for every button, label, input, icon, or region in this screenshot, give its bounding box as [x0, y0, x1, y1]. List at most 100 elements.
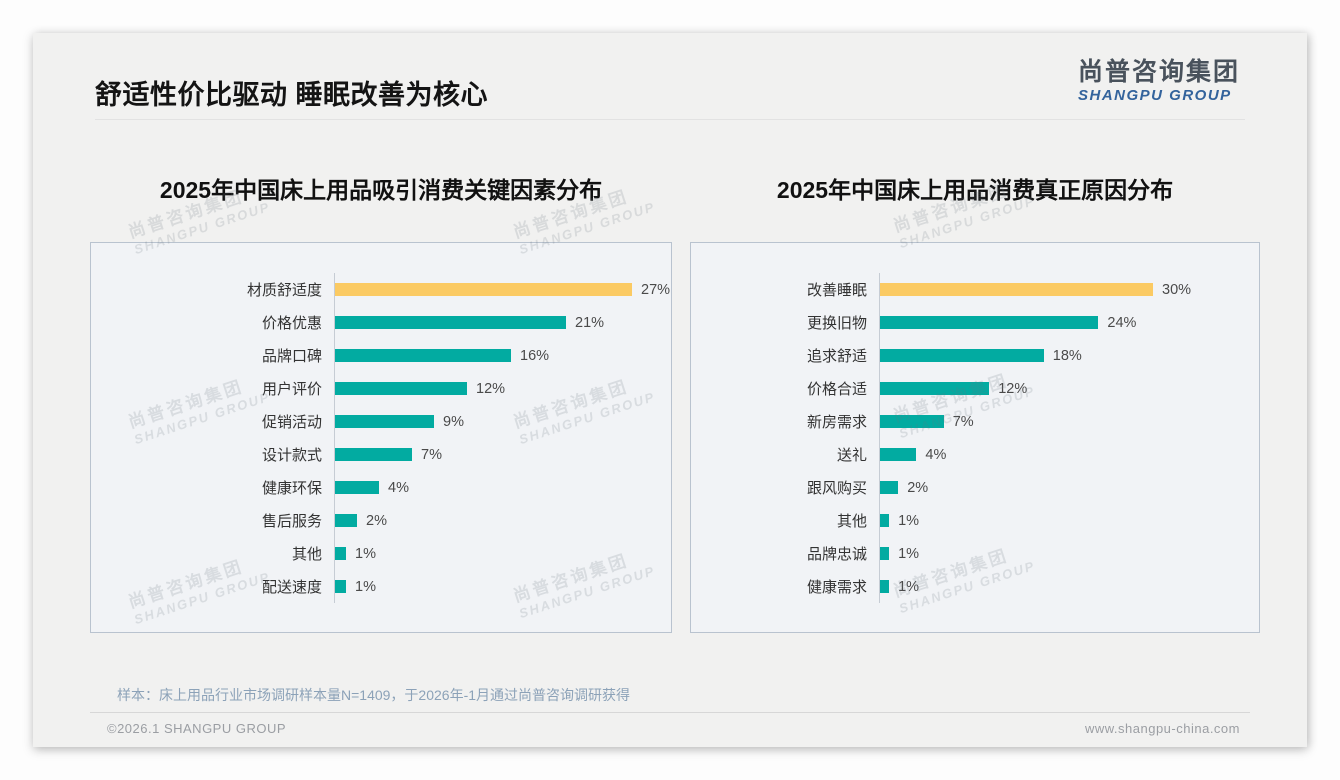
logo-english-name: SHANGPU GROUP	[1077, 86, 1232, 104]
chart-title-left: 2025年中国床上用品吸引消费关键因素分布	[159, 177, 603, 203]
category-label: 配送速度	[261, 579, 322, 596]
chart-panel-left: 材质舒适度 27% 价格优惠 21% 品牌口碑 16% 用户评价 12% 促销活动 9% 设计款式 7…	[90, 242, 672, 633]
category-label: 其他	[836, 513, 867, 530]
bar-zone: 27%	[334, 273, 671, 306]
value-label: 1%	[898, 512, 920, 529]
bar	[880, 415, 944, 428]
bar-zone: 2%	[334, 504, 671, 537]
chart-row: 健康环保 4%	[107, 471, 671, 504]
chart-row: 品牌忠诚 1%	[707, 537, 1259, 570]
sample-footnote: 样本：床上用品行业市场调研样本量N=1409，于2026年-1月通过尚普咨询调研…	[117, 687, 631, 703]
chart-row: 用户评价 12%	[107, 372, 671, 405]
value-label: 1%	[898, 545, 920, 562]
bar	[335, 580, 346, 593]
category-label: 材质舒适度	[246, 282, 322, 299]
bar	[335, 382, 467, 395]
category-label: 用户评价	[261, 381, 322, 398]
copyright-text: ©2026.1 SHANGPU GROUP	[107, 721, 287, 736]
website-url: www.shangpu-china.com	[1084, 721, 1240, 736]
value-label: 30%	[1162, 281, 1192, 298]
category-label: 健康环保	[261, 480, 322, 497]
bar-zone: 1%	[334, 537, 671, 570]
category-label: 更换旧物	[806, 315, 867, 332]
chart-row: 其他 1%	[707, 504, 1259, 537]
value-label: 21%	[575, 314, 605, 331]
value-label: 2%	[907, 479, 929, 496]
value-label: 1%	[898, 578, 920, 595]
category-label: 品牌忠诚	[806, 546, 867, 563]
chart-row: 更换旧物 24%	[707, 306, 1259, 339]
bar-zone: 7%	[879, 405, 1259, 438]
chart-row: 健康需求 1%	[707, 570, 1259, 603]
chart-row: 配送速度 1%	[107, 570, 671, 603]
value-label: 7%	[421, 446, 442, 463]
category-label: 品牌口碑	[261, 348, 322, 365]
title-divider	[95, 119, 1245, 120]
bar-zone: 7%	[334, 438, 671, 471]
bar	[335, 316, 566, 329]
chart-row: 设计款式 7%	[107, 438, 671, 471]
bar	[880, 382, 990, 395]
bar-zone: 12%	[879, 372, 1259, 405]
bar	[335, 415, 434, 428]
bar-zone: 1%	[879, 537, 1259, 570]
category-label: 改善睡眠	[806, 282, 867, 299]
value-label: 18%	[1052, 347, 1082, 364]
bar-zone: 2%	[879, 471, 1259, 504]
chart-row: 送礼 4%	[707, 438, 1259, 471]
category-label: 新房需求	[806, 414, 867, 431]
bar	[335, 481, 379, 494]
chart-row: 品牌口碑 16%	[107, 339, 671, 372]
chart-row: 改善睡眠 30%	[707, 273, 1259, 306]
value-label: 16%	[520, 347, 550, 364]
bar	[880, 448, 917, 461]
value-label: 12%	[476, 380, 506, 397]
value-label: 12%	[998, 380, 1028, 397]
chart-title-right: 2025年中国床上用品消费真正原因分布	[776, 177, 1174, 203]
category-label: 价格合适	[806, 381, 867, 398]
bar-chart-key-factors: 材质舒适度 27% 价格优惠 21% 品牌口碑 16% 用户评价 12% 促销活动 9% 设计款式 7…	[91, 243, 671, 603]
chart-row: 价格优惠 21%	[107, 306, 671, 339]
category-label: 促销活动	[261, 414, 322, 431]
company-logo: 尚普咨询集团 SHANGPU GROUP	[1077, 58, 1240, 104]
bar-zone: 4%	[879, 438, 1259, 471]
category-label: 追求舒适	[806, 348, 867, 365]
slide: 舒适性价比驱动 睡眠改善为核心 尚普咨询集团 SHANGPU GROUP 202…	[33, 33, 1307, 747]
bar-zone: 18%	[879, 339, 1259, 372]
value-label: 2%	[366, 512, 387, 529]
value-label: 27%	[641, 281, 671, 298]
bar-zone: 1%	[879, 570, 1259, 603]
value-label: 1%	[355, 545, 376, 562]
chart-row: 跟风购买 2%	[707, 471, 1259, 504]
bar-zone: 4%	[334, 471, 671, 504]
value-label: 4%	[925, 446, 947, 463]
chart-row: 价格合适 12%	[707, 372, 1259, 405]
chart-row: 新房需求 7%	[707, 405, 1259, 438]
bar	[335, 448, 412, 461]
value-label: 7%	[952, 413, 974, 430]
bar-zone: 16%	[334, 339, 671, 372]
bar	[335, 514, 357, 527]
bar	[880, 547, 890, 560]
bar	[335, 349, 511, 362]
bar-zone: 24%	[879, 306, 1259, 339]
value-label: 24%	[1107, 314, 1137, 331]
footer-divider	[90, 712, 1250, 713]
chart-row: 其他 1%	[107, 537, 671, 570]
logo-chinese-name: 尚普咨询集团	[1077, 58, 1240, 86]
category-label: 其他	[291, 546, 322, 563]
page-title: 舒适性价比驱动 睡眠改善为核心	[95, 80, 489, 110]
bar	[880, 316, 1099, 329]
category-label: 设计款式	[261, 447, 322, 464]
chart-panel-right: 改善睡眠 30% 更换旧物 24% 追求舒适 18% 价格合适 12% 新房需求 7% 送礼 4% 跟风…	[690, 242, 1260, 633]
bar	[335, 547, 346, 560]
bar	[335, 283, 632, 296]
category-label: 跟风购买	[806, 480, 867, 497]
bar-zone: 12%	[334, 372, 671, 405]
bar-zone: 1%	[879, 504, 1259, 537]
value-label: 9%	[443, 413, 464, 430]
value-label: 4%	[388, 479, 409, 496]
chart-row: 售后服务 2%	[107, 504, 671, 537]
bar-chart-real-reasons: 改善睡眠 30% 更换旧物 24% 追求舒适 18% 价格合适 12% 新房需求 7% 送礼 4% 跟风…	[691, 243, 1259, 603]
category-label: 健康需求	[806, 579, 867, 596]
